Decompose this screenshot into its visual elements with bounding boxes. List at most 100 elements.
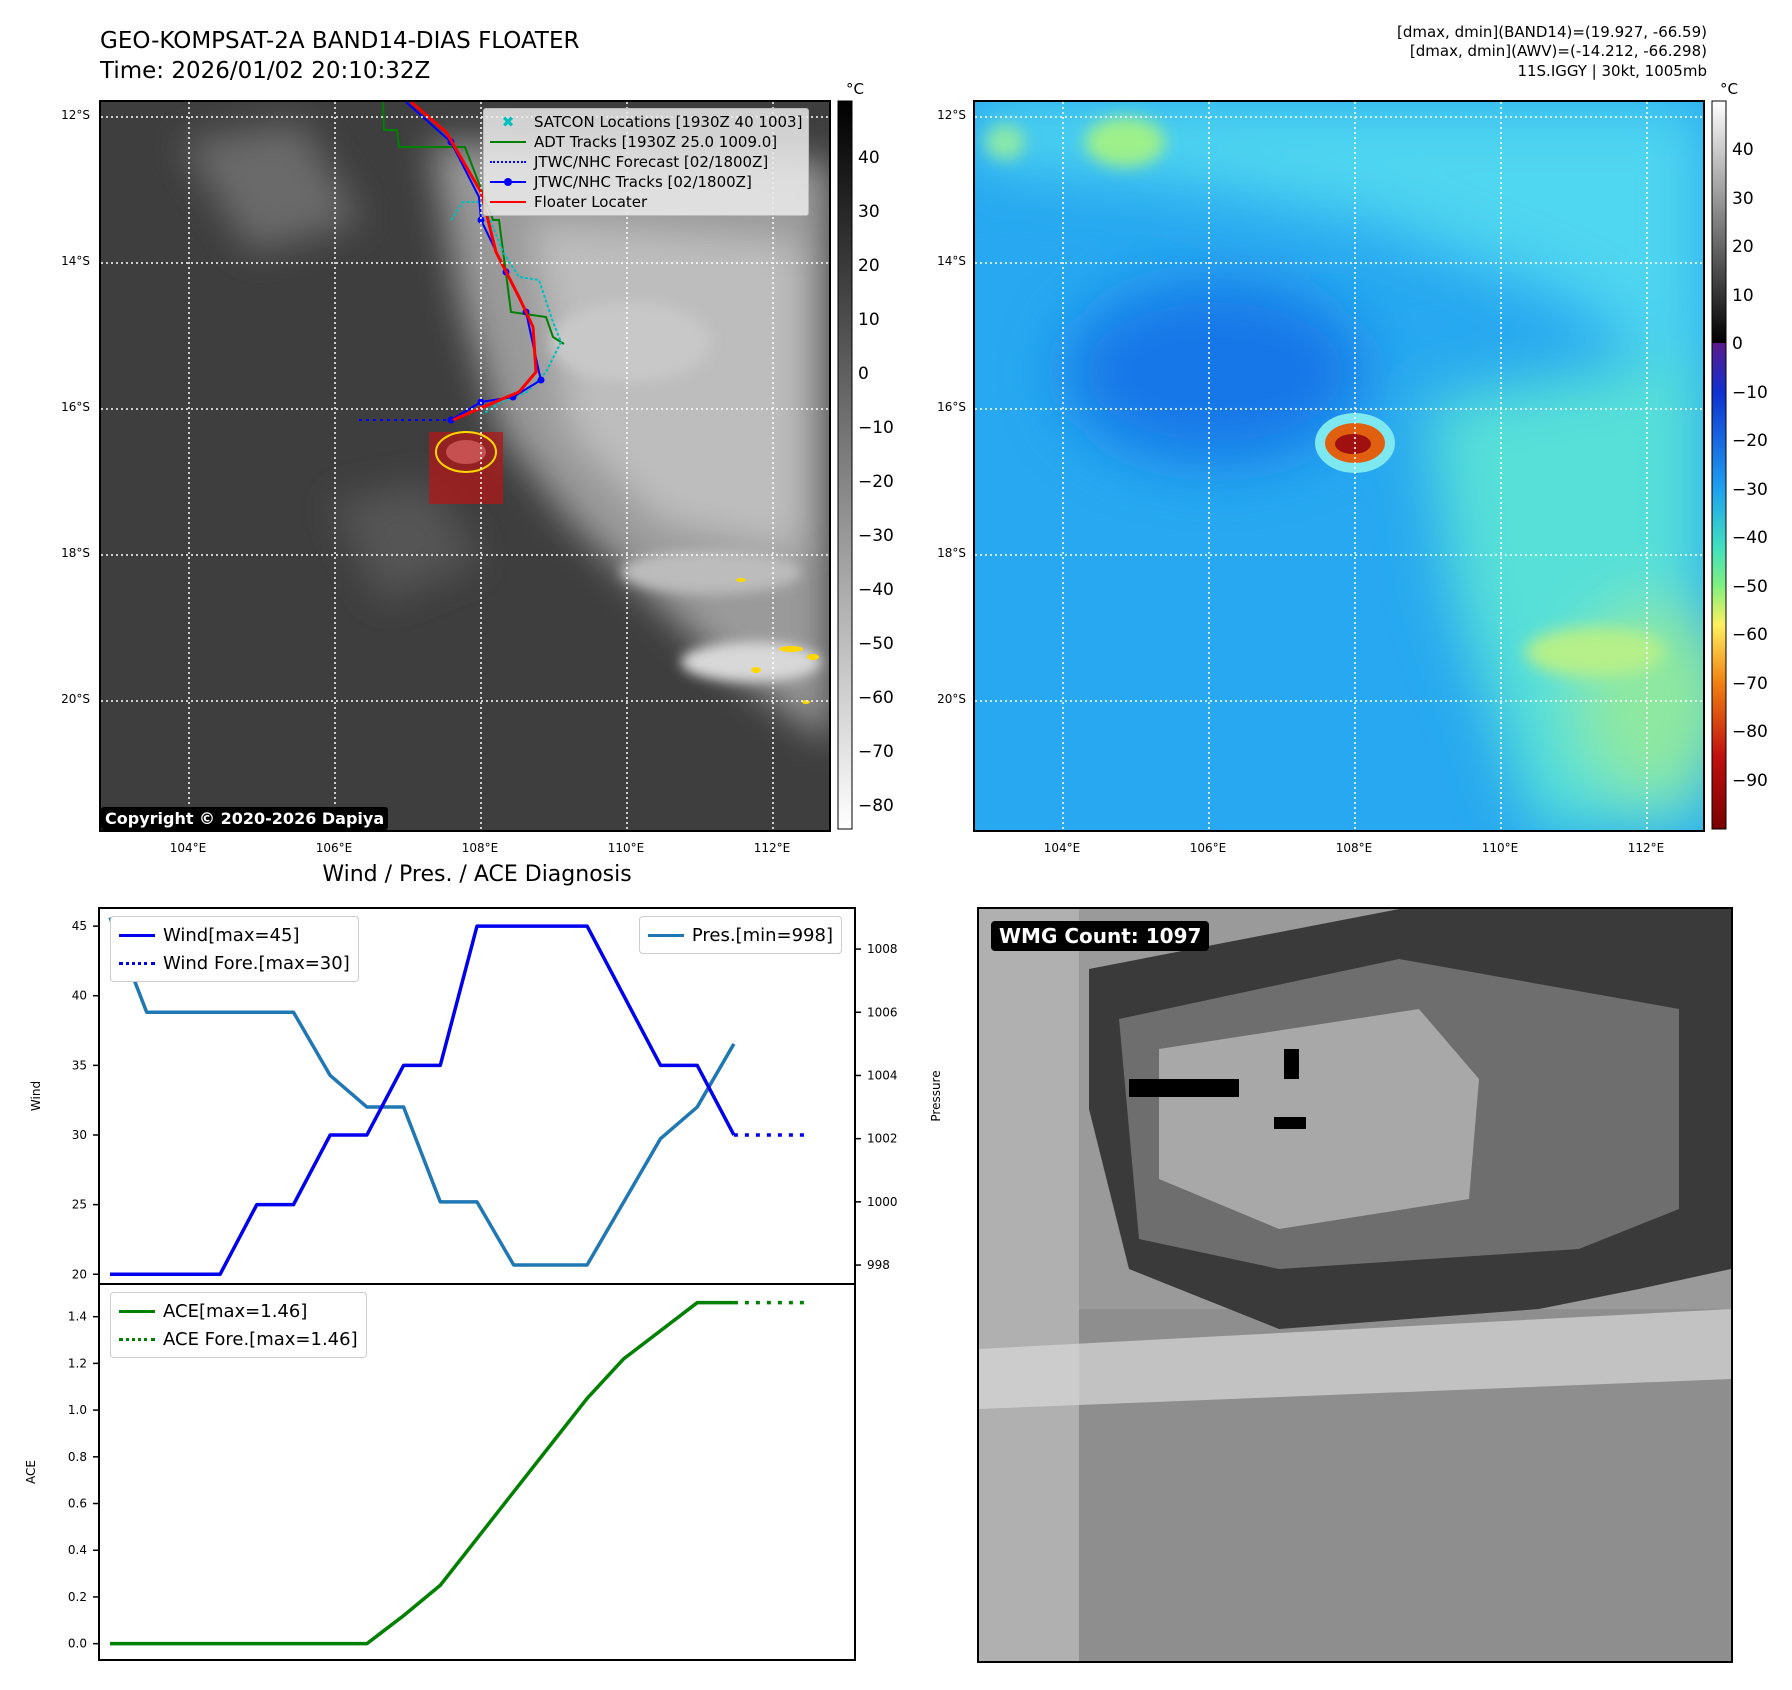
lat-label: 20°S [61,692,90,706]
wind-legend: Wind[max=45] Wind Fore.[max=30] [110,916,359,982]
left-map-lon-axis: 104°E 106°E 108°E 110°E 112°E [170,841,791,855]
copyright-label: Copyright © 2020-2026 Dapiya [101,807,389,830]
ace-tick-label: 1.4 [68,1310,87,1324]
svg-text:−20: −20 [1732,431,1768,451]
svg-text:20: 20 [1732,237,1754,257]
left-colorbar: °C 40 30 20 10 0 −10 −20 −30 −40 −50 −60… [837,80,894,830]
svg-text:−50: −50 [858,634,894,654]
svg-text:−70: −70 [1732,674,1768,694]
svg-text:10: 10 [858,310,880,330]
left-ir-map: ✖ SATCON Locations [1930Z 40 1003] ADT Tr… [99,100,831,832]
legend-ace: ACE[max=1.46] [119,1297,358,1325]
lon-label: 108°E [1336,841,1373,855]
pressure-tick-label: 1000 [867,1195,898,1209]
lat-label: 12°S [61,108,90,122]
pressure-tick-label: 1002 [867,1132,898,1146]
svg-text:40: 40 [1732,140,1754,160]
pressure-axis-label: Pressure [929,1070,943,1121]
wind-tick-label: 35 [72,1058,87,1072]
ace-tick-label: 1.2 [68,1356,87,1370]
left-map-lat-axis: 12°S 14°S 16°S 18°S 20°S [61,108,90,706]
lat-label: 12°S [937,108,966,122]
lon-label: 106°E [316,841,353,855]
left-colorbar-unit: °C [846,80,864,98]
svg-text:−90: −90 [1732,771,1768,791]
svg-text:−30: −30 [858,526,894,546]
svg-text:30: 30 [1732,189,1754,209]
wind-tick-label: 25 [72,1198,87,1212]
legend-adt: ADT Tracks [1930Z 25.0 1009.0] [490,132,802,152]
info-line1: [dmax, dmin](BAND14)=(19.927, -66.59) [1396,23,1707,41]
info-line3: 11S.IGGY | 30kt, 1005mb [1517,62,1707,80]
legend-pressure: Pres.[min=998] [647,921,833,949]
x-marker-icon: ✖ [501,113,515,131]
lon-label: 104°E [170,841,207,855]
right-awv-map-image [975,102,1703,830]
pressure-tick-label: 1004 [867,1068,898,1082]
svg-text:0: 0 [858,364,869,384]
diagnosis-title: Wind / Pres. / ACE Diagnosis [322,862,632,887]
legend-floater-locater: Floater Locater [490,192,802,212]
lat-label: 18°S [937,546,966,560]
ace-tick-label: 0.0 [68,1637,87,1651]
svg-text:−10: −10 [858,418,894,438]
right-awv-map [973,100,1705,832]
lat-label: 16°S [61,400,90,414]
right-colorbar-unit: °C [1720,80,1738,98]
ace-tick-label: 0.6 [68,1497,87,1511]
ace-series-line [110,1300,734,1646]
legend-jtwc-tracks: JTWC/NHC Tracks [02/1800Z] [490,172,802,192]
lat-label: 16°S [937,400,966,414]
ace-axis-label: ACE [24,1460,38,1484]
wind-tick-label: 30 [72,1128,87,1142]
pressure-legend: Pres.[min=998] [638,916,842,954]
svg-text:−70: −70 [858,742,894,762]
legend-jtwc-forecast: JTWC/NHC Forecast [02/1800Z] [490,152,802,172]
left-ir-map-image [101,102,829,830]
svg-text:20: 20 [858,256,880,276]
floater-locater-track [410,102,538,422]
wind-tick-label: 45 [72,919,87,933]
figure-title-line1: GEO-KOMPSAT-2A BAND14-DIAS FLOATER [100,28,580,54]
left-map-legend: ✖ SATCON Locations [1930Z 40 1003] ADT Tr… [483,108,810,216]
pressure-series-line [108,916,736,1267]
pressure-tick-label: 998 [867,1258,890,1272]
wmg-zoom-image [979,909,1731,1661]
svg-text:−80: −80 [858,796,894,816]
wmg-count-badge: WMG Count: 1097 [991,921,1210,951]
ace-tick-label: 1.0 [68,1403,87,1417]
wmg-zoom-panel: WMG Count: 1097 [977,907,1733,1663]
legend-ace-forecast: ACE Fore.[max=1.46] [119,1325,358,1353]
lat-label: 14°S [937,254,966,268]
right-map-lon-axis: 104°E 106°E 108°E 110°E 112°E [1044,841,1665,855]
svg-text:−60: −60 [1732,625,1768,645]
svg-text:−20: −20 [858,472,894,492]
svg-text:−80: −80 [1732,722,1768,742]
svg-text:−30: −30 [1732,480,1768,500]
wind-tick-label: 20 [72,1267,87,1281]
svg-text:−40: −40 [858,580,894,600]
svg-text:−40: −40 [1732,528,1768,548]
diagnosis-charts: Wind Pressure ACE 20 25 30 35 40 45 998 1000 100… [24,907,943,1661]
svg-text:−50: −50 [1732,577,1768,597]
info-line2: [dmax, dmin](AWV)=(-14.212, -66.298) [1409,42,1707,60]
wind-series-line [110,924,736,1277]
svg-text:10: 10 [1732,286,1754,306]
wind-axis-label: Wind [29,1081,43,1111]
legend-satcon: ✖ SATCON Locations [1930Z 40 1003] [490,112,803,132]
ace-tick-label: 0.8 [68,1450,87,1464]
lat-label: 18°S [61,546,90,560]
svg-text:30: 30 [858,202,880,222]
lon-label: 106°E [1190,841,1227,855]
pressure-tick-label: 1006 [867,1005,898,1019]
lat-label: 20°S [937,692,966,706]
lon-label: 108°E [462,841,499,855]
wind-tick-label: 40 [72,989,87,1003]
lon-label: 110°E [608,841,645,855]
legend-wind: Wind[max=45] [119,921,350,949]
lon-label: 112°E [1628,841,1665,855]
figure-title-line2: Time: 2026/01/02 20:10:32Z [100,58,431,84]
svg-text:0: 0 [1732,334,1743,354]
lat-label: 14°S [61,254,90,268]
lon-label: 112°E [754,841,791,855]
